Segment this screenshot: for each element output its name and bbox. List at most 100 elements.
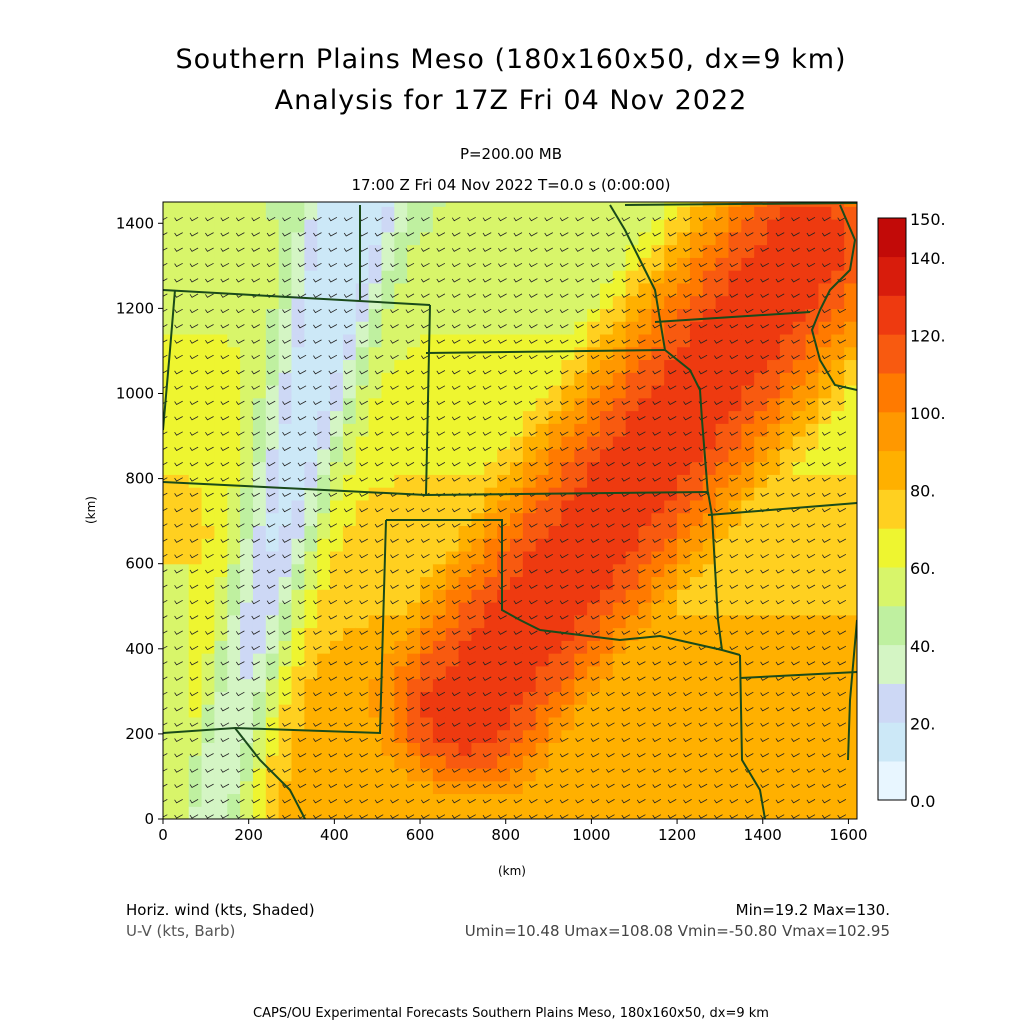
field-cell bbox=[651, 589, 665, 603]
field-cell bbox=[471, 525, 485, 539]
field-cell bbox=[214, 576, 228, 590]
field-cell bbox=[330, 563, 344, 578]
field-cell bbox=[779, 257, 794, 271]
field-cell bbox=[792, 550, 807, 565]
field-cell bbox=[638, 410, 652, 424]
colorbar-swatch bbox=[878, 256, 906, 296]
field-cell bbox=[471, 282, 485, 297]
field-cell bbox=[432, 665, 447, 680]
field-cell bbox=[445, 806, 460, 819]
field-cell bbox=[561, 793, 575, 807]
field-cell bbox=[368, 423, 383, 437]
field-cell bbox=[625, 653, 640, 667]
field-cell bbox=[330, 219, 344, 233]
field-cell bbox=[355, 436, 370, 450]
field-cell bbox=[689, 755, 704, 769]
field-cell bbox=[163, 704, 177, 718]
field-cell bbox=[497, 333, 511, 348]
field-cell bbox=[625, 372, 640, 386]
field-cell bbox=[355, 755, 370, 769]
field-cell bbox=[510, 372, 524, 386]
field-cell bbox=[342, 767, 357, 782]
colorbar-swatch bbox=[878, 489, 906, 529]
field-cell bbox=[394, 767, 408, 782]
field-cell bbox=[651, 576, 665, 590]
field-cell bbox=[741, 436, 755, 450]
field-cell bbox=[304, 640, 318, 654]
field-cell bbox=[805, 767, 820, 782]
field-cell bbox=[702, 346, 717, 361]
field-cell bbox=[394, 538, 408, 552]
field-cell bbox=[844, 601, 857, 616]
field-cell bbox=[227, 397, 241, 412]
field-cell bbox=[612, 589, 627, 603]
field-cell bbox=[355, 742, 370, 756]
field-cell bbox=[792, 512, 807, 526]
field-cell bbox=[188, 627, 203, 641]
field-cell bbox=[728, 525, 742, 539]
field-cell bbox=[844, 333, 857, 348]
field-cell bbox=[201, 359, 216, 373]
field-cell bbox=[497, 729, 511, 744]
field-cell bbox=[330, 333, 344, 348]
field-cell bbox=[664, 295, 678, 309]
field-cell bbox=[407, 716, 421, 731]
field-cell bbox=[561, 525, 575, 539]
field-cell bbox=[561, 244, 575, 258]
field-cell bbox=[535, 512, 550, 526]
field-cell bbox=[394, 257, 408, 271]
field-cell bbox=[497, 678, 511, 692]
field-cell bbox=[792, 601, 807, 616]
field-cell bbox=[625, 270, 640, 284]
field-cell bbox=[651, 793, 665, 807]
field-cell bbox=[420, 202, 434, 207]
field-cell bbox=[818, 538, 832, 552]
field-cell bbox=[484, 640, 498, 654]
field-cell bbox=[471, 244, 485, 258]
field-cell bbox=[522, 295, 537, 309]
field-cell bbox=[574, 436, 588, 450]
field-cell bbox=[638, 538, 652, 552]
field-cell bbox=[728, 282, 742, 297]
field-cell bbox=[227, 219, 241, 233]
field-cell bbox=[407, 691, 421, 705]
field-cell bbox=[381, 525, 395, 539]
field-cell bbox=[163, 767, 177, 782]
field-cell bbox=[587, 512, 601, 526]
field-cell bbox=[458, 640, 473, 654]
boundary-utah bbox=[163, 289, 176, 431]
barb-glyphs bbox=[163, 216, 847, 819]
field-cell bbox=[175, 601, 190, 616]
field-cell bbox=[535, 333, 550, 348]
field-cell bbox=[677, 512, 691, 526]
field-cell bbox=[445, 219, 460, 233]
field-cell bbox=[342, 206, 357, 220]
field-cell bbox=[728, 487, 742, 501]
field-cell bbox=[317, 793, 331, 807]
field-cell bbox=[715, 308, 730, 322]
field-cell bbox=[561, 372, 575, 386]
field-cell bbox=[535, 436, 550, 450]
field-cell bbox=[792, 589, 807, 603]
field-cell bbox=[574, 601, 588, 616]
field-cell bbox=[407, 321, 421, 335]
field-cell bbox=[548, 780, 563, 795]
field-cell bbox=[407, 359, 421, 373]
field-cell bbox=[612, 678, 627, 692]
field-cell bbox=[779, 755, 794, 769]
field-cell bbox=[342, 742, 357, 756]
field-cell bbox=[484, 206, 498, 220]
field-cell bbox=[535, 755, 550, 769]
y-tick-label: 800 bbox=[125, 470, 154, 488]
field-cell bbox=[702, 729, 717, 744]
field-cell bbox=[420, 704, 434, 718]
field-cell bbox=[625, 448, 640, 463]
field-cell bbox=[664, 410, 678, 424]
field-cell bbox=[420, 716, 434, 731]
field-cell bbox=[227, 202, 241, 207]
field-cell bbox=[175, 231, 190, 246]
field-cell bbox=[587, 755, 601, 769]
field-cell bbox=[767, 691, 781, 705]
field-cell bbox=[471, 793, 485, 807]
field-cell bbox=[651, 474, 665, 488]
